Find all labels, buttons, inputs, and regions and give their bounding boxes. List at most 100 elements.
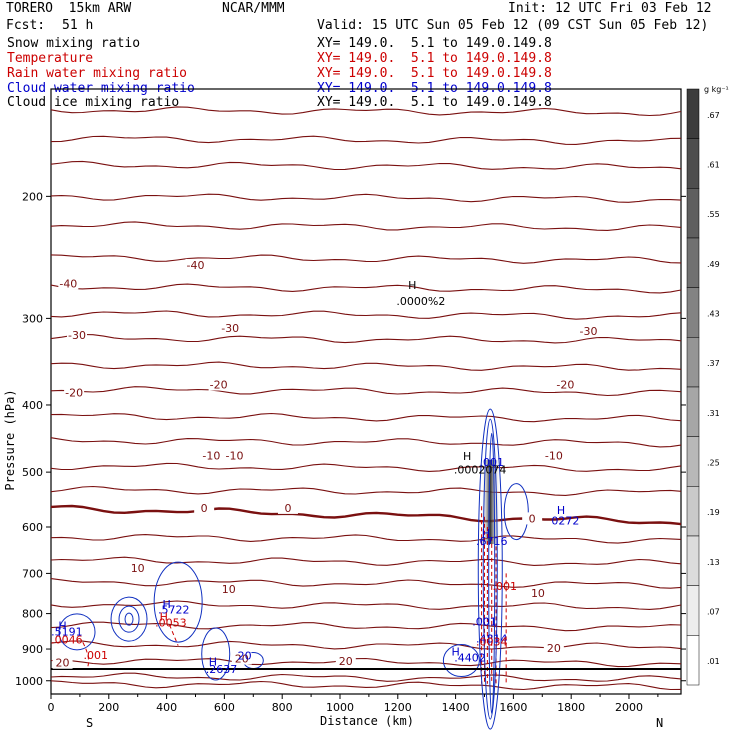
y-tick-label: 900: [22, 643, 43, 656]
label-background: [208, 378, 229, 391]
x-tick-label: 2000: [615, 701, 643, 714]
field-annotation: .001: [492, 580, 517, 593]
isotherm-label: 20: [547, 642, 561, 655]
rain-contour: [82, 642, 90, 669]
valid-time: Valid: 15 UTC Sun 05 Feb 12 (09 CST Sun …: [317, 18, 709, 33]
y-tick-label: 1000: [15, 675, 43, 688]
label-background: [231, 652, 252, 665]
label-background: [277, 501, 298, 514]
field-annotations: H.0000%2H.0002074.001H0272H.6716.001.001…: [51, 279, 579, 676]
label-background: [224, 449, 245, 462]
label-background: [194, 501, 215, 514]
isotherm-line: [50, 361, 682, 371]
x-tick-label: 0: [48, 701, 55, 714]
label-background: [578, 325, 599, 338]
colorbar-swatch: [686, 337, 700, 388]
colorbar-swatch: [686, 386, 700, 437]
x-tick-label: 1000: [326, 701, 354, 714]
field-annotation: .0046: [51, 633, 83, 646]
field-annotation: H: [162, 598, 170, 611]
cloud-water-contours: [58, 408, 529, 730]
field-annotation: .0000%2: [396, 295, 445, 308]
field-annotation: .2637: [206, 663, 238, 676]
temperature-labels: -40 -40 -30 -30 -30 -20 -20 -20 -10 -10 -10 0 0 0 10 10…: [52, 258, 599, 670]
label-background: [201, 449, 222, 462]
y-axis-title: Pressure (hPa): [3, 389, 17, 490]
field-name-snow: Snow mixing ratio: [7, 36, 141, 51]
isotherm-label: 20: [339, 655, 353, 668]
organization: NCAR/MMM: [222, 1, 285, 16]
label-background: [218, 583, 239, 596]
label-background: [64, 386, 85, 399]
x-tick-label: 1600: [499, 701, 527, 714]
isotherm-line: [50, 412, 682, 423]
isotherm-line: [50, 680, 682, 691]
isotherm-label: 20: [56, 657, 70, 670]
isotherm-label: -30: [580, 325, 598, 338]
y-tick-label: 600: [22, 521, 43, 534]
colorbar-label: .19: [707, 508, 720, 517]
forecast-hour: 51 h: [62, 18, 94, 33]
field-xy-cloud-ice: XY= 149.0. 5.1 to 149.0.149.8: [317, 95, 552, 110]
field-annotation: .0034: [476, 636, 508, 649]
x-tick-label: 600: [214, 701, 235, 714]
field-annotation: H: [209, 655, 217, 668]
label-background: [543, 642, 564, 655]
isotherm-label: -20: [210, 379, 228, 392]
isotherm-label: -40: [59, 277, 77, 290]
label-background: [555, 378, 576, 391]
isotherm-line: [50, 221, 682, 231]
field-annotation: .001: [479, 456, 504, 469]
isotherm-label: -20: [556, 379, 574, 392]
field-xy-temperature: XY= 149.0. 5.1 to 149.0.149.8: [317, 51, 552, 66]
y-tick-label: 800: [22, 608, 43, 621]
cloud-column: [477, 408, 503, 730]
cloud-cell: [201, 627, 231, 681]
field-annotation: .6716: [476, 535, 508, 548]
field-annotation: H: [557, 504, 565, 517]
colorbar-swatch: [686, 237, 700, 288]
field-annotation: .4814: [476, 632, 508, 645]
cloud-cell: [153, 561, 203, 643]
init-time: Init: 12 UTC Fri 03 Feb 12: [508, 1, 712, 16]
field-annotation: .5722: [158, 604, 190, 617]
field-annotation: .0002074: [454, 463, 507, 476]
label-background: [220, 322, 241, 335]
x-axis-ticks: 0 200 400 600 800 1000 1200 1400 1600 1800 2000: [48, 694, 659, 714]
label-background: [127, 562, 148, 575]
isotherm-line: [50, 386, 682, 397]
isotherm-label: 10: [531, 587, 545, 600]
field-name-cloud-ice: Cloud ice mixing ratio: [7, 95, 180, 110]
label-background: [58, 277, 79, 290]
label-background: [335, 655, 356, 668]
x-tick-label: 1400: [442, 701, 470, 714]
isotherm-line: [50, 310, 682, 320]
colorbar-swatch: [686, 287, 700, 338]
label-background: [185, 258, 206, 271]
field-annotation: H: [482, 527, 490, 540]
isotherm-label: 0: [201, 502, 208, 515]
isotherm-line: [50, 672, 682, 682]
label-background: [67, 328, 88, 341]
field-annotation: .001: [472, 615, 497, 628]
x-axis-title: Distance (km): [320, 714, 414, 728]
field-xy-rain: XY= 149.0. 5.1 to 149.0.149.8: [317, 66, 552, 81]
model-name: TORERO 15km ARW: [6, 1, 132, 16]
isotherm-line: [50, 106, 682, 117]
field-annotation: .001: [84, 649, 109, 662]
x-tick-label: 800: [272, 701, 293, 714]
cloud-column-core: [488, 432, 496, 714]
field-name-temperature: Temperature: [7, 51, 94, 66]
isotherm-line: [50, 437, 682, 448]
isotherm-label: 20: [235, 653, 249, 666]
isotherm-line: [50, 578, 682, 589]
label-background: [527, 587, 548, 600]
isotherm-label: 10: [131, 562, 145, 575]
temperature-contours: [50, 106, 682, 691]
isotherm-line: [50, 600, 682, 610]
cloud-column-inner: [482, 418, 498, 720]
y-tick-label: 300: [22, 312, 43, 325]
cloud-cell: [124, 612, 134, 626]
